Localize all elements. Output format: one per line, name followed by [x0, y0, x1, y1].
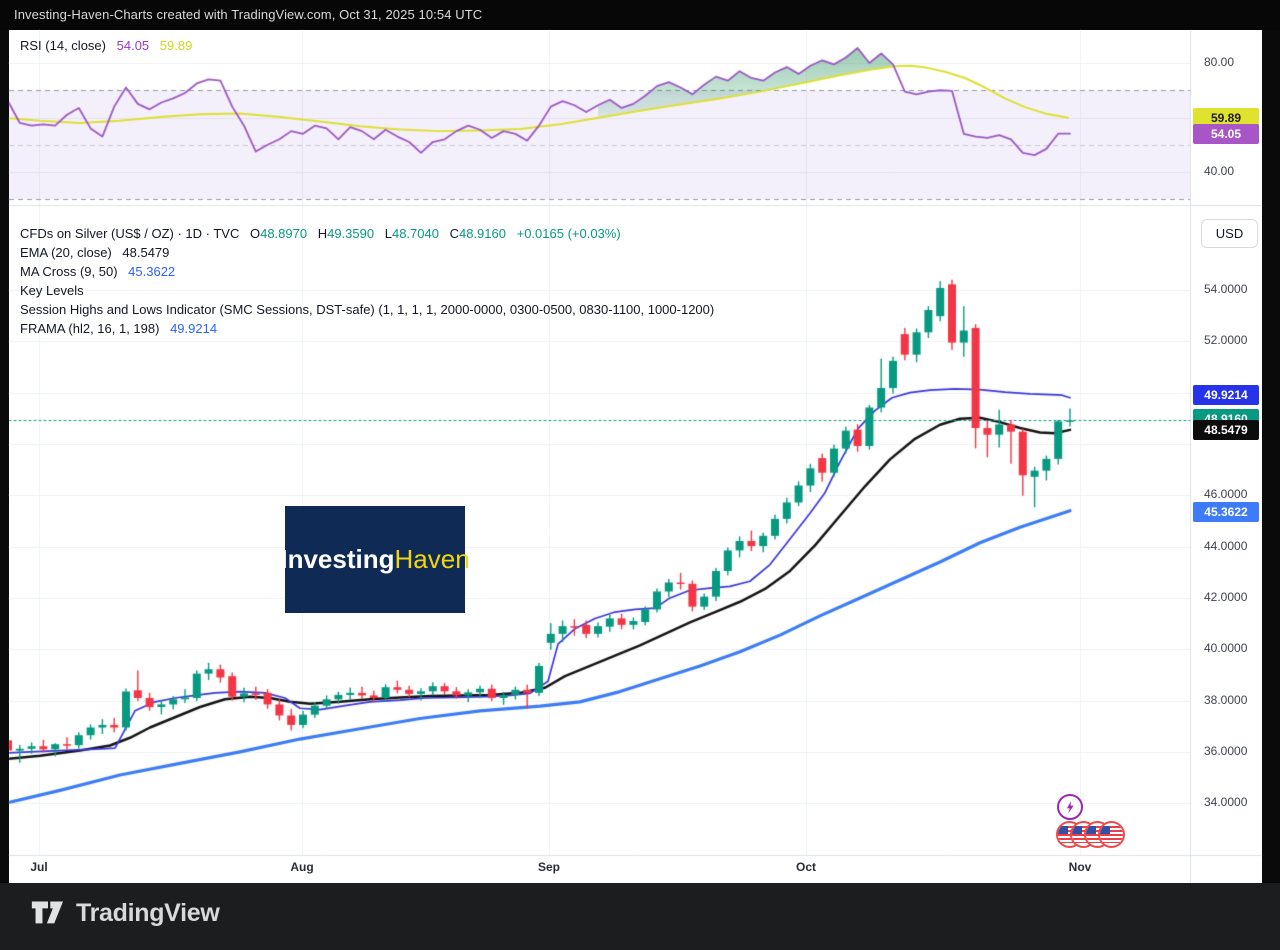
- rsi-axis-label: 80.00: [1204, 55, 1235, 69]
- frama-legend-row[interactable]: FRAMA (hl2, 16, 1, 198) 49.9214: [20, 319, 714, 338]
- ma-cross-legend-row[interactable]: MA Cross (9, 50) 45.3622: [20, 262, 714, 281]
- change-value: +0.0165 (+0.03%): [516, 226, 621, 241]
- key-levels-legend-row[interactable]: Key Levels: [20, 281, 714, 300]
- price-axis-label: 38.0000: [1204, 692, 1248, 707]
- lightning-event-icon[interactable]: [1057, 794, 1083, 820]
- high-label: H: [317, 226, 328, 241]
- close-value: 48.9160: [458, 226, 506, 241]
- flag-canton: [1072, 826, 1082, 834]
- price-axis-label: 40.0000: [1204, 641, 1248, 656]
- time-axis-month-label: Sep: [537, 860, 560, 874]
- price-axis-label: 54.0000: [1204, 282, 1248, 296]
- ma-cross-label: MA Cross (9, 50): [20, 264, 118, 279]
- tradingview-logo[interactable]: TradingView: [30, 898, 220, 928]
- flag-canton: [1100, 826, 1110, 834]
- rsi-axis-label: 40.00: [1204, 164, 1235, 178]
- frama-value: 49.9214: [170, 321, 218, 336]
- low-label: L: [384, 226, 392, 241]
- tradingview-mark-icon: [31, 901, 63, 924]
- open-value: 48.8970: [260, 226, 308, 241]
- price-value-badge: 49.9214: [1193, 384, 1259, 405]
- time-axis-month-label: Nov: [1068, 860, 1092, 874]
- rsi-legend-title: RSI: [20, 38, 42, 53]
- ema-legend-row[interactable]: EMA (20, close) 48.5479: [20, 243, 714, 262]
- currency-unit-button[interactable]: USD: [1201, 219, 1258, 248]
- flag-canton: [1086, 826, 1096, 834]
- us-flag-icon[interactable]: [1098, 821, 1125, 848]
- price-scale-axis[interactable]: 80.00 40.00 54.0000 52.0000 46.0000 44.0000 42…: [1190, 30, 1262, 883]
- symbol-title: CFDs on Silver (US$ / OZ) · 1D · TVC: [20, 226, 240, 241]
- rsi-value-badge: 54.05: [1193, 123, 1259, 144]
- ma-cross-value: 45.3622: [128, 264, 176, 279]
- us-flag-event-icons[interactable]: [1056, 821, 1125, 848]
- time-axis-month-label: Oct: [795, 860, 816, 874]
- open-label: O: [249, 226, 261, 241]
- time-axis-month-label: Jul: [30, 860, 48, 874]
- session-indicator-label: Session Highs and Lows Indicator (SMC Se…: [20, 302, 715, 317]
- flag-canton: [1058, 826, 1068, 834]
- watermark-text-accent: Haven: [394, 544, 470, 574]
- price-axis-label: 52.0000: [1204, 333, 1248, 348]
- frama-label: FRAMA (hl2, 16, 1, 198): [20, 321, 160, 336]
- key-levels-label: Key Levels: [20, 283, 84, 298]
- main-legend: CFDs on Silver (US$ / OZ) · 1D · TVC O48…: [20, 224, 714, 338]
- price-value-badge: 45.3622: [1193, 501, 1259, 522]
- time-axis-month-label: Aug: [290, 860, 314, 874]
- lightning-bolt-icon: [1067, 801, 1074, 814]
- low-value: 48.7040: [391, 226, 439, 241]
- investinghaven-watermark: Investing Haven: [280, 506, 470, 613]
- watermark-text-primary: Investing: [280, 544, 395, 574]
- high-value: 49.3590: [327, 226, 375, 241]
- rsi-legend-params: (14, close): [45, 38, 106, 53]
- rsi-current-value: 54.05: [116, 38, 150, 53]
- price-axis-label: 42.0000: [1204, 589, 1248, 604]
- rsi-value-badge: 59.89: [1193, 107, 1259, 128]
- price-axis-label: 34.0000: [1204, 795, 1248, 810]
- session-indicator-legend-row[interactable]: Session Highs and Lows Indicator (SMC Se…: [20, 300, 714, 319]
- price-axis-label: 46.0000: [1204, 487, 1248, 502]
- ema-value: 48.5479: [122, 245, 170, 260]
- price-axis-label: 44.0000: [1204, 538, 1248, 553]
- price-axis-label: 36.0000: [1204, 743, 1248, 758]
- close-label: C: [449, 226, 459, 241]
- time-scale-axis[interactable]: Jul Aug Sep Oct Nov: [0, 855, 1262, 883]
- symbol-legend-row[interactable]: CFDs on Silver (US$ / OZ) · 1D · TVC O48…: [20, 224, 714, 243]
- rsi-ma-value: 59.89: [159, 38, 193, 53]
- tradingview-brand-text: TradingView: [76, 898, 220, 927]
- rsi-legend[interactable]: RSI (14, close) 54.05 59.89: [20, 38, 192, 53]
- price-value-badge: 48.5479: [1193, 419, 1259, 440]
- ema-label: EMA (20, close): [20, 245, 112, 260]
- footer-bar: TradingView: [0, 883, 1280, 950]
